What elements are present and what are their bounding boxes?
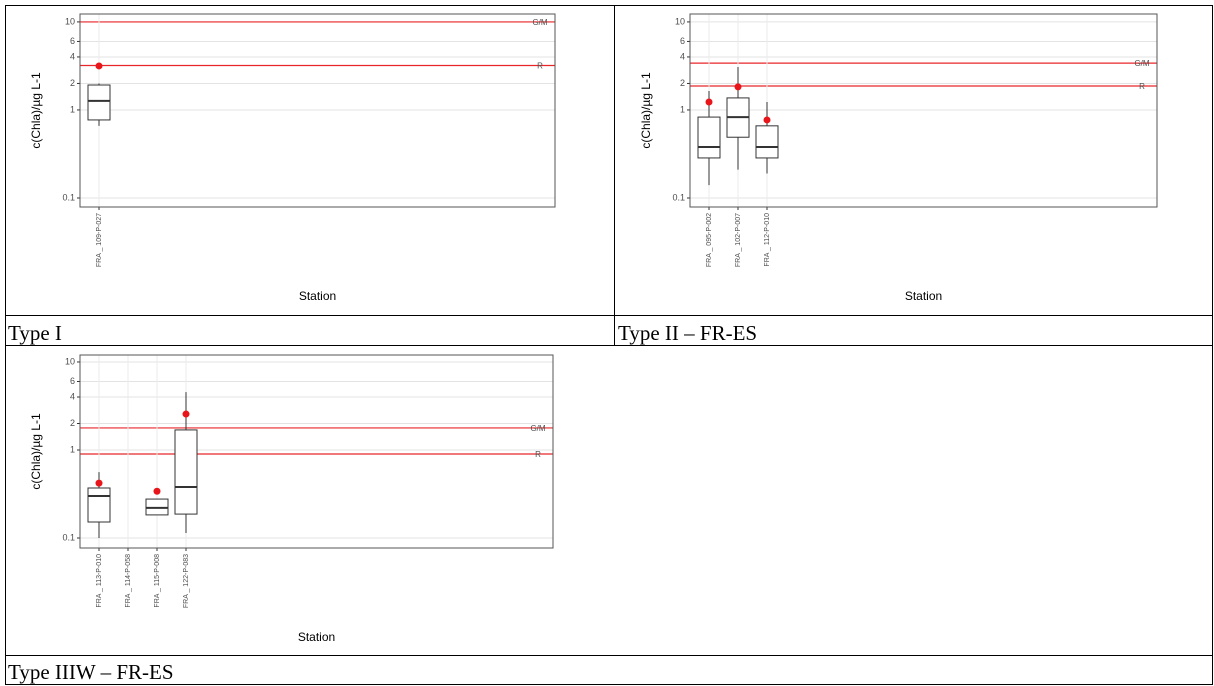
y-tick-label: 4 xyxy=(680,51,685,61)
plot-panel xyxy=(80,14,555,207)
box xyxy=(87,84,111,121)
y-tick-label: 0.1 xyxy=(62,192,75,202)
x-axis-title: Station xyxy=(299,289,336,303)
y-tick-label: 1 xyxy=(70,104,75,114)
caption: Type II – FR-ES xyxy=(618,321,757,345)
y-tick-label: 10 xyxy=(65,356,75,366)
table-borders xyxy=(5,5,1213,685)
threshold-label: R xyxy=(537,61,543,70)
x-axis-title: Station xyxy=(905,289,942,303)
marker xyxy=(95,62,103,70)
marker xyxy=(153,487,161,495)
box xyxy=(174,429,198,515)
x-tick-label: FRA _ 122-P-083 xyxy=(183,554,190,608)
x-tick-label: FRA _ 113-P-010 xyxy=(96,554,103,608)
y-tick-label: 10 xyxy=(675,16,685,26)
y-axis-title: c(Chla)/µg L-1 xyxy=(29,413,43,490)
y-tick-label: 0.1 xyxy=(62,532,75,542)
plot-panel xyxy=(80,355,553,548)
box xyxy=(755,125,779,159)
box xyxy=(697,116,721,159)
threshold-label: G/M xyxy=(530,424,545,433)
box xyxy=(87,487,111,523)
plot-border xyxy=(79,13,556,208)
threshold-label: R xyxy=(1139,82,1145,91)
plot-border xyxy=(689,13,1158,208)
plot-border xyxy=(79,354,554,549)
x-axis-title: Station xyxy=(298,630,335,644)
y-tick-label: 2 xyxy=(680,78,685,88)
y-tick-label: 1 xyxy=(680,104,685,114)
caption: Type I xyxy=(8,321,62,345)
x-tick-label: FRA _ 115-P-008 xyxy=(154,554,161,608)
y-tick-label: 4 xyxy=(70,51,75,61)
marker xyxy=(182,410,190,418)
y-tick-label: 1 xyxy=(70,444,75,454)
x-tick-label: FRA _ 109-P-027 xyxy=(96,213,103,267)
y-axis-title: c(Chla)/µg L-1 xyxy=(29,72,43,149)
x-tick-label: FRA _ 095-P-002 xyxy=(706,213,713,267)
y-tick-label: 2 xyxy=(70,78,75,88)
y-tick-label: 2 xyxy=(70,418,75,428)
y-tick-label: 6 xyxy=(70,376,75,386)
marker xyxy=(95,479,103,487)
y-tick-label: 10 xyxy=(65,16,75,26)
plot-panel xyxy=(690,14,1157,207)
y-tick-label: 6 xyxy=(70,36,75,46)
y-tick-label: 0.1 xyxy=(672,192,685,202)
marker xyxy=(763,116,771,124)
marker xyxy=(705,98,713,106)
threshold-label: R xyxy=(535,450,541,459)
y-tick-label: 6 xyxy=(680,36,685,46)
x-tick-label: FRA _ 114-P-058 xyxy=(125,554,132,608)
threshold-label: G/M xyxy=(1134,59,1149,68)
x-tick-label: FRA _ 112-P-010 xyxy=(764,213,771,267)
y-axis-title: c(Chla)/µg L-1 xyxy=(639,72,653,149)
threshold-label: G/M xyxy=(532,18,547,27)
marker xyxy=(734,83,742,91)
x-tick-label: FRA _ 102-P-007 xyxy=(735,213,742,267)
y-tick-label: 4 xyxy=(70,391,75,401)
caption: Type IIIW – FR-ES xyxy=(8,660,174,684)
